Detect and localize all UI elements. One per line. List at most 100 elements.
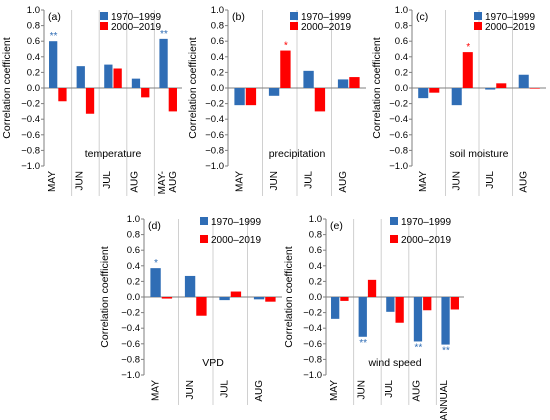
x-tick-label: AUG [130,171,141,193]
x-tick-label: JUN [185,380,196,399]
y-tick-label: 0.6 [127,245,140,256]
bar-series-a [104,64,113,88]
panel-label: (c) [416,11,428,23]
y-axis-label: Correlation coefficient [371,37,383,138]
bar-series-b [113,68,122,88]
bar-series-a [337,79,349,88]
y-tick-label: 0.8 [395,21,408,32]
y-tick-label: 0.4 [127,261,140,272]
bar-series-b [141,88,150,98]
bar-series-b [161,297,173,299]
y-tick-label: 0.0 [27,83,40,94]
bar-series-a [386,297,395,312]
bar-series-b [340,297,349,301]
bar-series-b [529,88,540,89]
x-tick-label: JUN [451,171,462,190]
panel-label: (e) [330,220,343,232]
x-tick-label: JUL [384,380,395,398]
y-tick-label: −0.2 [303,308,322,319]
y-tick-label: 1.0 [395,5,408,16]
y-tick-label: 0.6 [211,36,224,47]
bar-series-a [485,88,496,90]
y-tick-label: −0.8 [21,145,40,156]
panel-title: temperature [85,148,142,160]
bar-series-b [280,50,291,88]
legend-label-a: 1970–1999 [211,217,261,228]
legend-label-a: 1970–1999 [485,12,535,23]
bar-series-a [268,88,280,96]
y-tick-label: 1.0 [211,5,224,16]
y-tick-label: 0.6 [309,245,322,256]
panel-title: wind speed [367,357,421,369]
legend-swatch-a [390,217,398,225]
y-tick-label: 0.6 [395,36,408,47]
significance-marker: * [466,42,471,53]
panel-label: (b) [232,11,245,23]
panel-title: soil moisture [450,148,509,160]
y-tick-label: −0.6 [121,339,140,350]
legend-label-b: 2000–2019 [485,22,535,33]
y-tick-label: 0.2 [27,67,40,78]
y-tick-label: 0.0 [309,292,322,303]
y-tick-label: 0.2 [127,276,140,287]
x-tick-label: JUN [269,171,280,190]
x-tick-label: JUL [303,171,314,189]
legend-label-a: 1970–1999 [301,12,351,23]
y-tick-label: −0.2 [205,99,224,110]
bar-series-a [358,297,367,337]
legend-label-a: 1970–1999 [111,12,161,23]
y-tick-label: −0.2 [121,308,140,319]
bar-series-a [303,70,314,88]
y-tick-label: 0.8 [127,230,140,241]
y-tick-label: 1.0 [309,214,322,225]
y-tick-label: −1.0 [21,161,40,172]
bar-series-b [196,297,207,316]
bar-series-b [230,291,242,297]
y-tick-label: −0.2 [21,99,40,110]
y-tick-label: 1.0 [27,5,40,16]
legend-label-a: 1970–1999 [401,217,451,228]
y-tick-label: −0.8 [121,354,140,365]
bar-series-a [234,88,245,106]
significance-marker: * [283,41,288,52]
bar-series-b [168,88,177,112]
y-tick-label: 0.4 [395,52,408,63]
panel-title: VPD [202,357,224,369]
y-tick-label: 0.4 [27,52,40,63]
bar-series-a [441,297,450,345]
legend-swatch-a [290,12,298,20]
bar-series-b [395,297,404,323]
y-tick-label: −0.2 [389,99,408,110]
x-tick-label: AUG [168,171,179,193]
bar-series-a [518,74,529,88]
bar-series-a [184,275,196,297]
y-tick-label: 1.0 [127,214,140,225]
bar-series-a [253,297,265,300]
significance-marker: ** [414,342,423,353]
x-tick-label: MAY- [157,171,168,194]
y-axis-label: Correlation coefficient [187,37,199,138]
y-tick-label: −0.6 [205,130,224,141]
bar-series-b [265,297,276,302]
y-tick-label: 0.6 [27,36,40,47]
bar-series-a [76,66,85,88]
bar-series-b [349,77,360,88]
significance-marker: ** [442,346,451,357]
y-tick-label: −0.6 [389,130,408,141]
x-tick-label: JUN [356,380,367,399]
y-tick-label: −0.8 [303,354,322,365]
y-tick-label: 0.2 [309,276,322,287]
bar-series-a [219,297,230,301]
x-tick-label: AUG [254,380,265,402]
x-tick-label: MAY [47,171,58,192]
bar-series-b [462,52,473,88]
bar-series-b [314,88,326,112]
panel-title: precipitation [269,148,326,160]
y-tick-label: −0.6 [21,130,40,141]
bar-series-b [85,88,95,114]
bar-series-a [413,297,423,342]
x-tick-label: AUG [412,380,423,402]
bar-series-b [423,297,432,311]
legend-swatch-b [390,235,398,243]
significance-marker: ** [49,31,58,42]
